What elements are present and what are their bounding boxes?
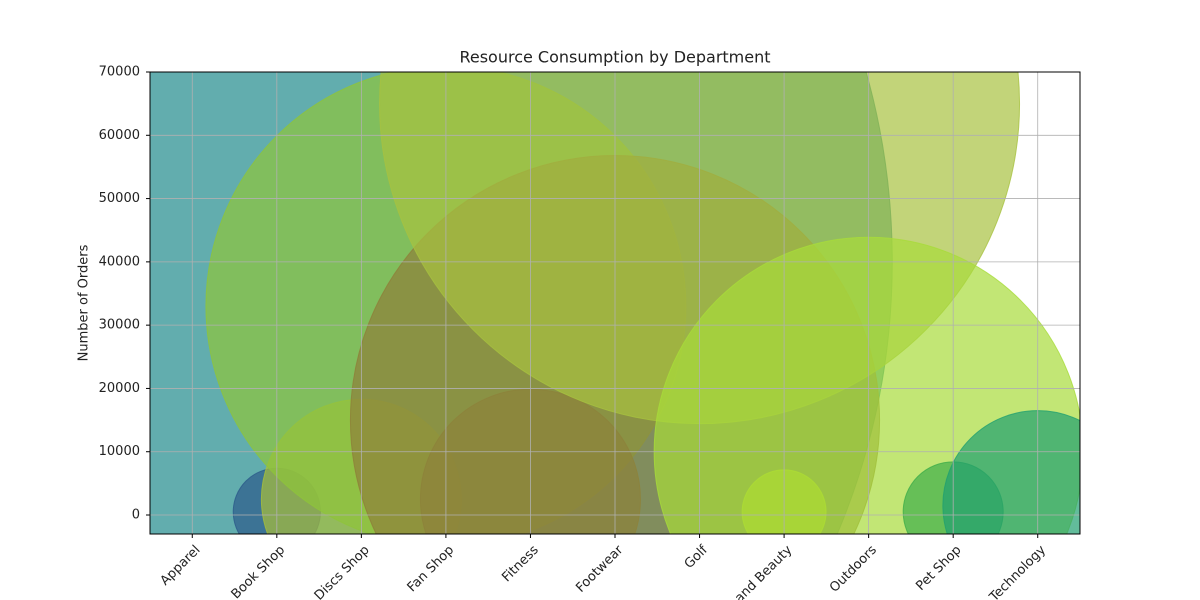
x-tick-label: Apparel xyxy=(158,543,204,589)
y-tick-label: 70000 xyxy=(99,65,140,80)
chart-title: Resource Consumption by Department xyxy=(459,48,770,67)
y-axis-label: Number of Orders xyxy=(77,244,92,361)
y-tick-label: 30000 xyxy=(99,318,140,333)
x-tick-label: Fan Shop xyxy=(405,543,458,596)
y-tick-label: 20000 xyxy=(99,381,140,396)
grid xyxy=(150,71,1080,534)
x-tick-label: Discs Shop xyxy=(312,543,373,600)
x-tick-label: Footwear xyxy=(573,542,626,595)
y-tick-label: 0 xyxy=(132,508,140,523)
bubbles xyxy=(150,72,1080,534)
x-tick-label: Pet Shop xyxy=(913,543,964,594)
x-tick-label: Outdoors xyxy=(827,543,880,596)
y-tick-label: 40000 xyxy=(99,254,140,269)
y-tick-label: 10000 xyxy=(99,444,140,459)
y-tick-label: 60000 xyxy=(99,128,140,143)
x-tick-label: Book Shop xyxy=(229,543,289,600)
x-tick-label: Health and Beauty xyxy=(699,542,796,600)
x-tick-label: Golf xyxy=(682,542,711,571)
x-tick-label: Technology xyxy=(986,542,1049,600)
x-tick-label: Fitness xyxy=(499,543,542,586)
y-tick-label: 50000 xyxy=(99,191,140,206)
